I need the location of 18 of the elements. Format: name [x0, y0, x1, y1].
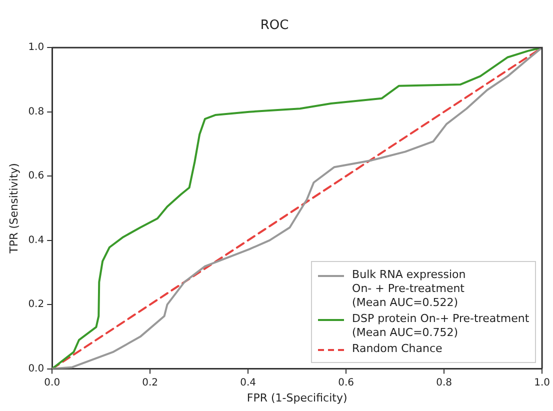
y-tick-label: 0.6 [28, 170, 44, 182]
x-tick-label: 0.6 [338, 377, 354, 388]
y-tick-label: 0.0 [28, 363, 44, 374]
y-axis-title: TPR (Sensitivity) [7, 163, 20, 254]
legend-label: Random Chance [352, 342, 442, 356]
x-tick-label: 0.2 [142, 377, 158, 388]
y-tick-label: 1.0 [28, 42, 44, 54]
y-tick-label: 0.2 [28, 299, 44, 310]
y-tick-label: 0.4 [28, 234, 44, 246]
legend-label: DSP protein On-+ Pre-treatment (Mean AUC=0.752) [352, 312, 530, 340]
chart-title: ROC [260, 18, 289, 34]
x-axis-title: FPR (1-Specificity) [246, 391, 348, 404]
y-tick-label: 0.8 [28, 106, 44, 118]
x-tick-label: 0.8 [436, 377, 452, 388]
legend-label: Bulk RNA expression On- + Pre-treatment (Mean AUC=0.522) [352, 268, 466, 310]
x-tick-label: 0.0 [44, 377, 60, 388]
x-tick-label: 0.4 [240, 377, 256, 388]
x-tick-label: 1.0 [534, 377, 550, 388]
